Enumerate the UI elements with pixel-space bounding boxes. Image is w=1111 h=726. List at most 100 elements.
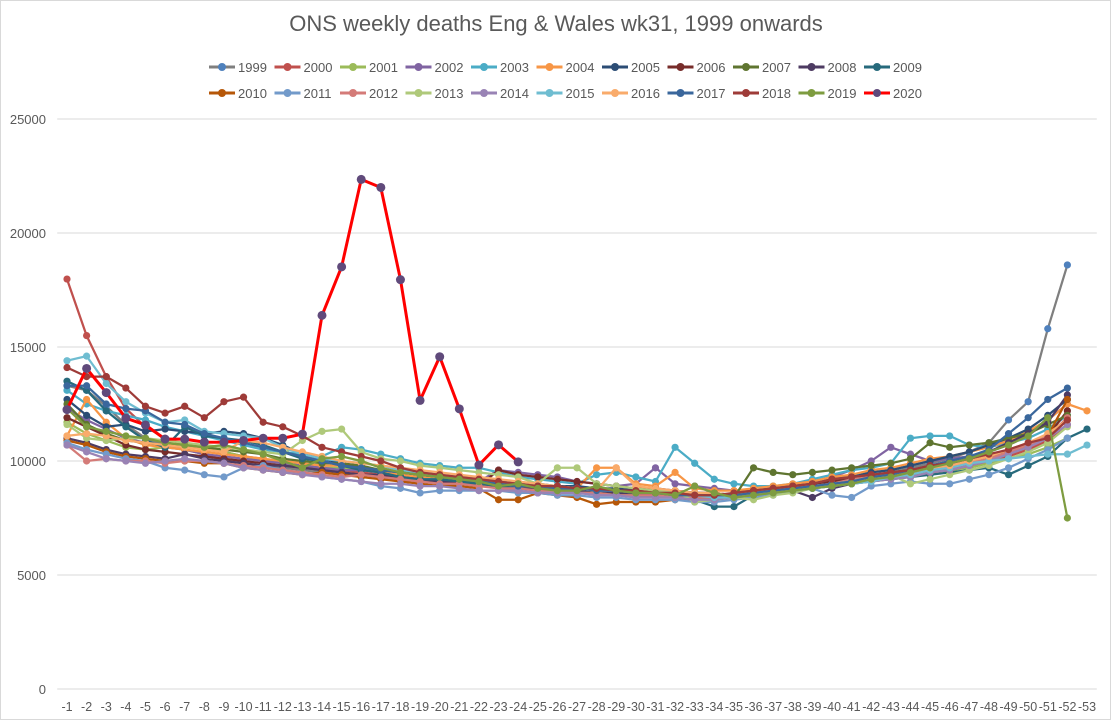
legend-marker-icon [676, 63, 685, 71]
data-point [593, 482, 601, 490]
x-tick-label: -4 [120, 700, 131, 714]
legend-item-2006: 2006 [667, 60, 725, 75]
data-point [102, 427, 110, 435]
data-point [1004, 441, 1013, 449]
legend-marker-icon [480, 63, 488, 71]
x-tick-label: -34 [705, 700, 723, 714]
x-tick-label: -30 [627, 700, 645, 714]
data-point [1004, 455, 1013, 463]
legend-label: 2008 [828, 60, 857, 75]
data-point [200, 471, 208, 479]
data-point [573, 487, 581, 495]
data-point [416, 482, 424, 490]
x-tick-label: -10 [234, 700, 252, 714]
data-point [259, 450, 267, 458]
data-point [1044, 395, 1052, 404]
data-point [278, 433, 288, 443]
x-tick-label: -49 [999, 700, 1017, 714]
data-point [867, 461, 875, 470]
data-point [318, 473, 326, 481]
legend-item-2003: 2003 [471, 60, 529, 75]
legend-item-2014: 2014 [471, 86, 529, 101]
data-point [573, 464, 581, 472]
data-point [63, 432, 71, 440]
legend-marker-icon [676, 89, 685, 97]
legend: 1999 2000 2001 2002 2003 2004 2005 2006 2007 2008… [209, 60, 922, 101]
data-point [298, 452, 306, 461]
data-point [161, 409, 169, 417]
data-point [102, 400, 110, 408]
legend-marker-icon [414, 63, 423, 71]
legend-item-2001: 2001 [340, 60, 398, 75]
data-point [83, 457, 91, 465]
x-tick-label: -6 [160, 700, 171, 714]
data-point [808, 484, 816, 492]
data-point [946, 443, 954, 451]
data-point [494, 496, 503, 504]
data-point [769, 468, 777, 476]
data-point [513, 457, 523, 467]
x-tick-label: -37 [764, 700, 782, 714]
legend-label: 2007 [762, 60, 791, 75]
legend-label: 2003 [500, 60, 529, 75]
x-tick-label: -52 [1058, 700, 1076, 714]
data-point [82, 363, 92, 373]
x-tick-label: -35 [725, 700, 743, 714]
data-point [298, 471, 306, 479]
data-point [906, 468, 915, 476]
data-point [356, 174, 366, 184]
data-point [200, 414, 208, 422]
data-point [63, 441, 71, 449]
data-point [338, 461, 346, 470]
data-point [318, 443, 326, 451]
data-point [593, 471, 601, 479]
data-point [887, 473, 895, 481]
legend-item-2008: 2008 [798, 60, 857, 75]
data-point [906, 480, 915, 488]
data-point [1004, 430, 1013, 438]
legend-label: 2009 [893, 60, 922, 75]
legend-item-1999: 1999 [209, 60, 267, 75]
data-point [416, 489, 424, 497]
x-tick-label: -36 [744, 700, 762, 714]
series-line [66, 423, 1069, 501]
data-point [337, 262, 347, 272]
legend-label: 2017 [697, 86, 726, 101]
x-tick-label: -45 [921, 700, 939, 714]
data-point [926, 432, 934, 440]
legend-marker-icon [480, 89, 488, 97]
data-point [985, 471, 993, 479]
data-point [965, 455, 973, 463]
data-point [946, 480, 954, 488]
data-point [455, 484, 463, 492]
data-point [239, 464, 248, 472]
data-point [985, 448, 993, 456]
data-point [259, 466, 267, 474]
y-tick-label: 25000 [10, 112, 46, 127]
legend-label: 2005 [631, 60, 660, 75]
series-line [66, 437, 1068, 504]
x-tick-label: -53 [1078, 700, 1096, 714]
x-tick-label: -8 [199, 700, 210, 714]
series-line [65, 177, 520, 467]
legend-marker-icon [742, 63, 750, 71]
data-point [122, 432, 130, 440]
legend-item-2002: 2002 [405, 60, 463, 75]
y-axis: 0 5000 10000 15000 20000 25000 [10, 112, 46, 697]
data-point [553, 487, 561, 495]
series-1999 [63, 261, 1071, 502]
data-point [317, 310, 327, 320]
plot-area [62, 174, 1091, 522]
data-point [279, 468, 287, 476]
x-tick-label: -2 [81, 700, 92, 714]
data-point [377, 457, 385, 465]
data-point [454, 404, 464, 414]
data-point [102, 455, 110, 463]
data-point [632, 489, 640, 497]
data-point [161, 418, 169, 426]
x-tick-label: -16 [352, 700, 370, 714]
data-point [141, 402, 150, 410]
x-tick-label: -51 [1039, 700, 1057, 714]
data-point [102, 379, 110, 388]
x-tick-label: -22 [470, 700, 488, 714]
